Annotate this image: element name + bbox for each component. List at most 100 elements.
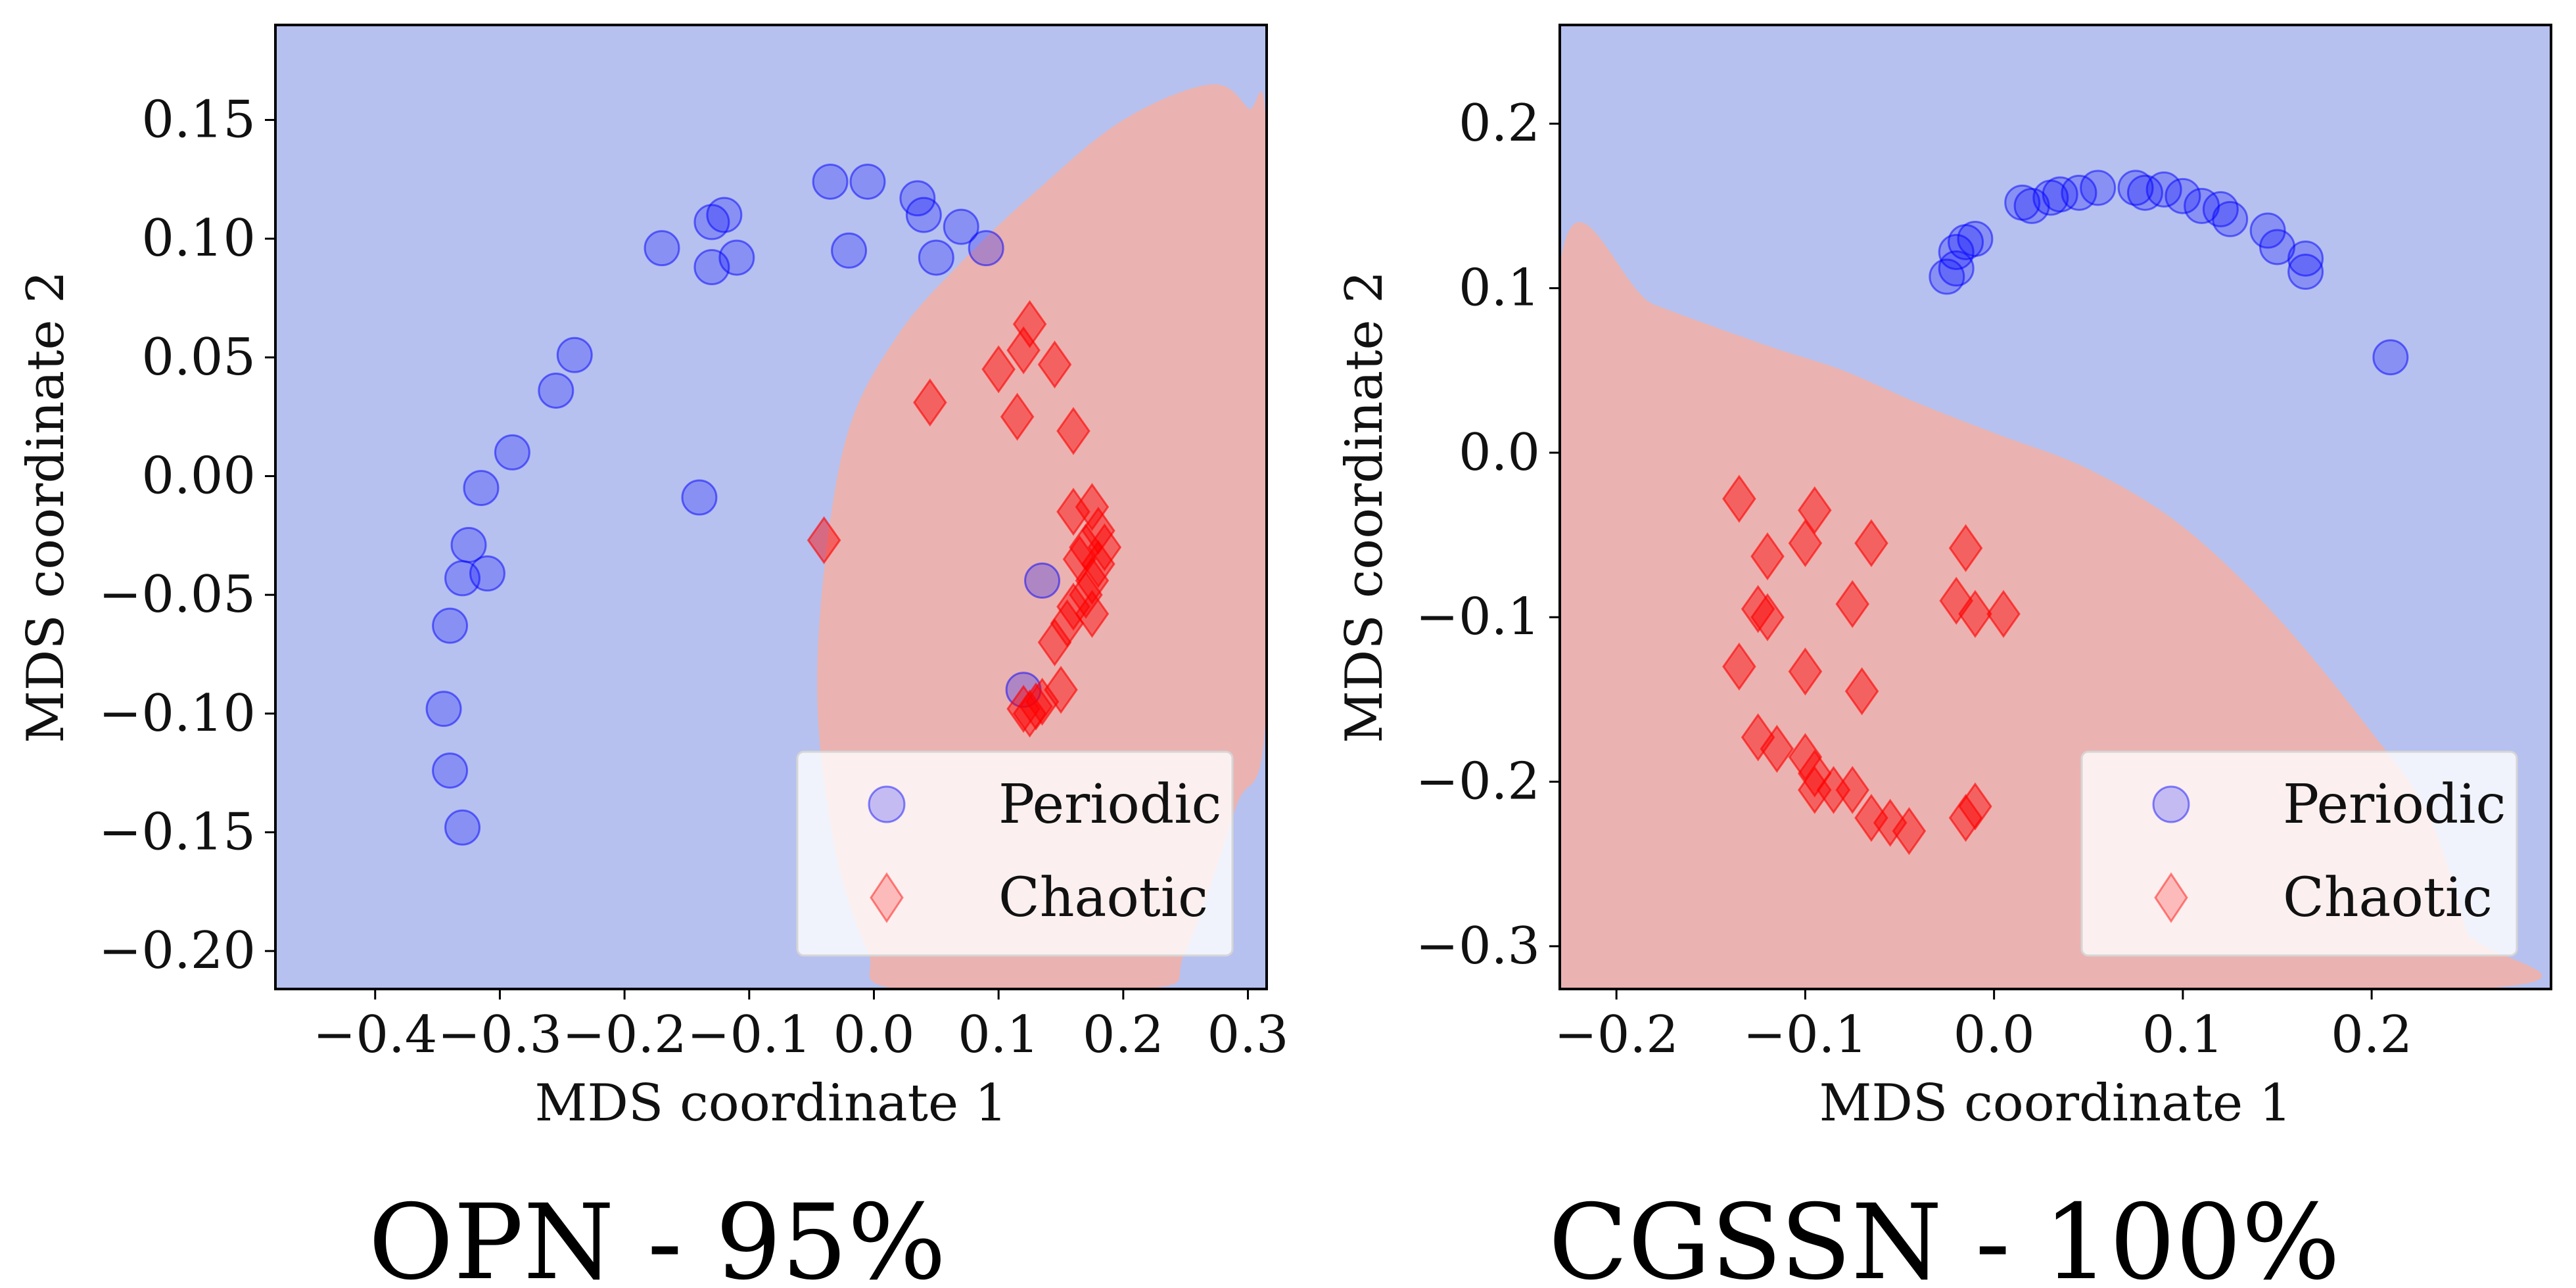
chaotic-point (1788, 647, 1823, 696)
periodic-point (2212, 200, 2249, 237)
periodic-point (425, 691, 462, 727)
periodic-point (693, 204, 730, 241)
periodic-point (1024, 563, 1061, 599)
chaotic-point (1006, 685, 1041, 733)
chaotic-point (1854, 794, 1888, 842)
periodic-point (2126, 174, 2163, 211)
y-tick-label: −0.2 (1416, 752, 1540, 812)
chaotic-point (1012, 300, 1047, 348)
chaotic-point (1019, 682, 1053, 731)
periodic-point (2372, 339, 2409, 376)
legend-chaotic-label: Chaotic (998, 867, 1208, 929)
periodic-point (444, 560, 481, 597)
periodic-point (812, 163, 849, 200)
chaotic-point (1087, 523, 1122, 572)
scatter-marks (1722, 170, 2409, 856)
y-tick-label: 0.15 (141, 91, 256, 150)
x-tick-label: 0.0 (1954, 1005, 2035, 1065)
periodic-point (2145, 171, 2182, 208)
chaotic-point (1854, 518, 1888, 568)
x-axis: −0.2 −0.1 0.0 0.1 0.2 (1554, 989, 2412, 1065)
x-tick-label: 0.1 (2142, 1005, 2224, 1065)
y-axis: 0.2 0.1 0.0 −0.1 −0.2 −0.3 (1416, 94, 1560, 976)
y-tick-label: 0.10 (141, 209, 256, 268)
x-tick-label: −0.1 (1743, 1005, 1867, 1065)
chaotic-point (1081, 540, 1115, 588)
y-tick-label: 0.00 (141, 447, 256, 506)
x-axis-label: MDS coordinate 1 (1819, 1074, 2291, 1133)
legend-chaotic-label: Chaotic (2283, 867, 2493, 929)
chaotic-point (1835, 580, 1870, 628)
x-tick-label: −0.3 (438, 1005, 562, 1065)
periodic-point (849, 163, 886, 200)
chaotic-point (1986, 589, 2021, 638)
periodic-point (918, 239, 954, 276)
x-axis: −0.4 −0.3 −0.2 −0.1 0.0 0.1 0.2 0.3 (313, 989, 1289, 1065)
y-tick-label: 0.05 (141, 328, 256, 387)
panel-title: CGSSN - 100% (1549, 1182, 2341, 1288)
legend: Periodic Chaotic (796, 750, 1234, 957)
legend-periodic-label: Periodic (2283, 773, 2506, 836)
periodic-point (693, 249, 730, 286)
chaotic-point (1958, 589, 1992, 638)
periodic-point (1957, 220, 1994, 257)
periodic-point (444, 809, 481, 846)
periodic-point (2249, 212, 2286, 249)
chaotic-point (1750, 593, 1785, 641)
periodic-point (463, 470, 500, 507)
periodic-point (644, 230, 680, 267)
legend-periodic-marker (2152, 785, 2190, 823)
y-axis: 0.15 0.10 0.05 0.00 −0.05 −0.10 −0.15 −0.20 (99, 91, 275, 980)
chaotic-point (1722, 642, 1756, 691)
x-tick-label: 0.1 (958, 1005, 1039, 1065)
y-axis-label: MDS coordinate 2 (1335, 271, 1394, 743)
chaotic-point (1788, 518, 1823, 568)
x-tick-label: 0.3 (1207, 1005, 1289, 1065)
x-tick-label: −0.1 (687, 1005, 811, 1065)
legend-box (2080, 750, 2518, 957)
x-tick-label: 0.2 (1083, 1005, 1164, 1065)
chaotic-point (1873, 798, 1908, 847)
y-tick-label: −0.15 (99, 803, 256, 862)
chaotic-point (807, 516, 841, 564)
y-tick-label: −0.20 (99, 921, 256, 980)
y-tick-label: −0.3 (1416, 917, 1540, 976)
legend-periodic-label: Periodic (998, 773, 1221, 836)
chaotic-point (1037, 340, 1072, 389)
periodic-point (2259, 229, 2296, 265)
chaotic-point (1958, 782, 1992, 831)
periodic-point (538, 372, 574, 409)
chaotic-point (1075, 482, 1110, 532)
periodic-point (2165, 177, 2201, 214)
panel-opn: −0.4 −0.3 −0.2 −0.1 0.0 0.1 0.2 0.3 0.15 0.10 0.0… (16, 24, 1289, 1288)
chaotic-point (1760, 724, 1794, 773)
periodic-point (2013, 187, 2050, 224)
legend-chaotic-marker (870, 872, 904, 923)
legend: Periodic Chaotic (2080, 750, 2518, 957)
x-tick-label: 0.2 (2331, 1005, 2412, 1065)
chaotic-point (1075, 589, 1110, 638)
periodic-point (943, 208, 979, 245)
chaotic-point (913, 378, 947, 427)
x-tick-label: −0.4 (313, 1005, 437, 1065)
periodic-point (2287, 240, 2324, 277)
y-tick-label: 0.0 (1459, 423, 1540, 482)
panel-title: OPN - 95% (368, 1182, 946, 1288)
chaotic-point (1948, 524, 1983, 572)
periodic-point (432, 607, 469, 644)
chaotic-point (1722, 474, 1756, 523)
x-tick-label: −0.2 (562, 1005, 686, 1065)
periodic-point (556, 336, 593, 373)
legend-chaotic-marker (2154, 872, 2188, 923)
periodic-point (2042, 176, 2078, 213)
y-tick-label: −0.10 (99, 684, 256, 743)
y-tick-label: −0.05 (99, 565, 256, 624)
legend-box (796, 750, 1234, 957)
chaotic-point (1844, 667, 1879, 716)
chaotic-point (1056, 582, 1090, 631)
x-tick-label: −0.2 (1554, 1005, 1678, 1065)
chaotic-point (1816, 766, 1851, 814)
chaotic-point (1750, 532, 1785, 581)
periodic-point (432, 752, 469, 789)
